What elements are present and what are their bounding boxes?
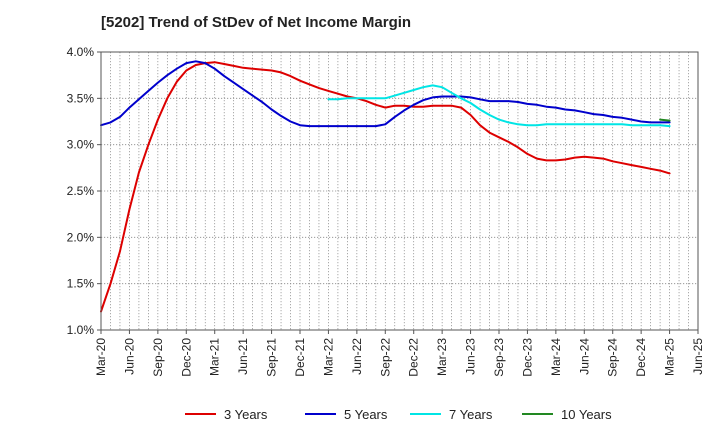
series-line-3-years	[100, 61, 671, 313]
x-tick-label: Sep-21	[265, 338, 279, 377]
series-line-7-years	[327, 84, 671, 128]
legend-label: 10 Years	[561, 407, 612, 422]
legend-label: 5 Years	[344, 407, 388, 422]
x-tick-label: Mar-21	[208, 338, 222, 376]
x-tick-label: Jun-20	[122, 338, 136, 375]
x-tick-label: Dec-21	[293, 338, 307, 377]
x-tick-label: Jun-21	[236, 338, 250, 375]
legend: 3 Years 5 Years 7 Years 10 Years	[185, 407, 612, 422]
x-tick-label: Dec-20	[179, 338, 193, 377]
x-tick-label: Mar-20	[94, 338, 108, 376]
x-tick-label: Sep-23	[492, 338, 506, 377]
x-tick-label: Dec-24	[634, 338, 648, 377]
y-tick-label: 3.0%	[67, 138, 95, 152]
x-tick-label: Sep-20	[151, 338, 165, 377]
series-layer	[100, 60, 671, 313]
x-tick-label: Sep-22	[378, 338, 392, 377]
series-line-10-years	[659, 118, 671, 122]
x-tick-label: Mar-23	[435, 338, 449, 376]
x-tick-label: Mar-24	[549, 338, 563, 376]
y-axis: 1.0% 1.5% 2.0% 2.5% 3.0% 3.5% 4.0%	[67, 45, 101, 337]
x-tick-label: Jun-22	[350, 338, 364, 375]
x-tick-label: Mar-25	[663, 338, 677, 376]
grid	[100, 51, 699, 331]
x-axis: Mar-20 Jun-20 Sep-20 Dec-20 Mar-21 Jun-21 Sep-…	[94, 330, 705, 377]
x-tick-label: Jun-24	[577, 338, 591, 375]
x-tick-label: Sep-24	[606, 338, 620, 377]
y-tick-label: 2.0%	[67, 230, 95, 244]
y-tick-label: 3.5%	[67, 91, 95, 105]
x-tick-label: Jun-23	[464, 338, 478, 375]
x-tick-label: Dec-22	[407, 338, 421, 377]
x-tick-label: Jun-25	[691, 338, 705, 375]
y-tick-label: 1.5%	[67, 277, 95, 291]
chart-title: [5202] Trend of StDev of Net Income Marg…	[101, 14, 412, 31]
y-tick-label: 2.5%	[67, 184, 95, 198]
y-tick-label: 4.0%	[67, 45, 95, 59]
legend-label: 3 Years	[224, 407, 268, 422]
x-tick-label: Dec-23	[520, 338, 534, 377]
x-tick-label: Mar-22	[321, 338, 335, 376]
legend-label: 7 Years	[449, 407, 493, 422]
y-tick-label: 1.0%	[67, 323, 95, 337]
series-line-5-years	[100, 60, 671, 128]
